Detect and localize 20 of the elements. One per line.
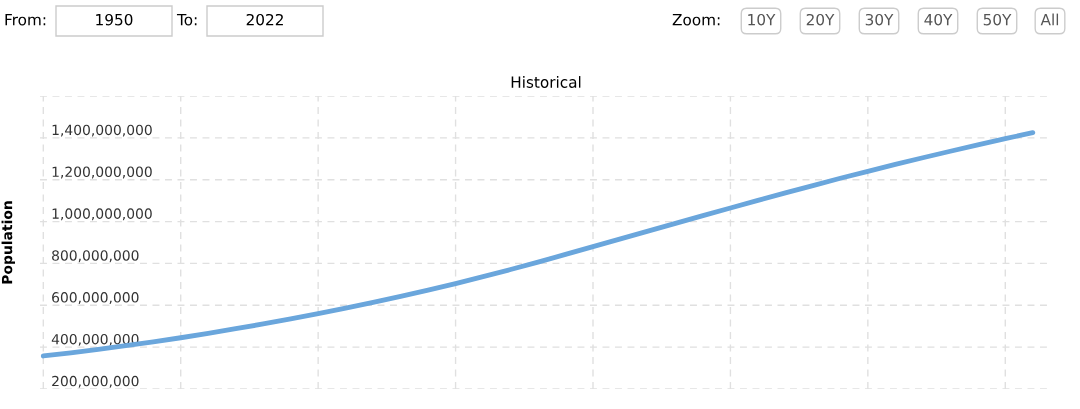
y-tick-label: 1,000,000,000 xyxy=(52,208,152,221)
text: To: xyxy=(176,14,197,26)
y-tick-label: 600,000,000 xyxy=(52,292,139,305)
y-tick-label: 800,000,000 xyxy=(52,250,139,263)
chart-title: Historical xyxy=(511,76,581,88)
y-tick-label: 1,400,000,000 xyxy=(52,124,152,137)
text: 30Y xyxy=(865,13,894,26)
text: 40Y xyxy=(924,13,953,26)
text: 1950 xyxy=(96,13,133,26)
y-axis-title: Population xyxy=(1,201,15,284)
y-tick-label: 400,000,000 xyxy=(51,333,139,346)
text: Zoom: xyxy=(672,14,720,26)
text: 10Y xyxy=(748,13,776,26)
text: All xyxy=(1040,13,1059,26)
text: 20Y xyxy=(806,13,835,26)
y-tick-label: 1,200,000,000 xyxy=(52,166,152,179)
y-tick-label: 200,000,000 xyxy=(52,375,139,388)
text: 50Y xyxy=(983,13,1012,26)
text: 2022 xyxy=(246,13,283,26)
text: From: xyxy=(5,14,46,26)
